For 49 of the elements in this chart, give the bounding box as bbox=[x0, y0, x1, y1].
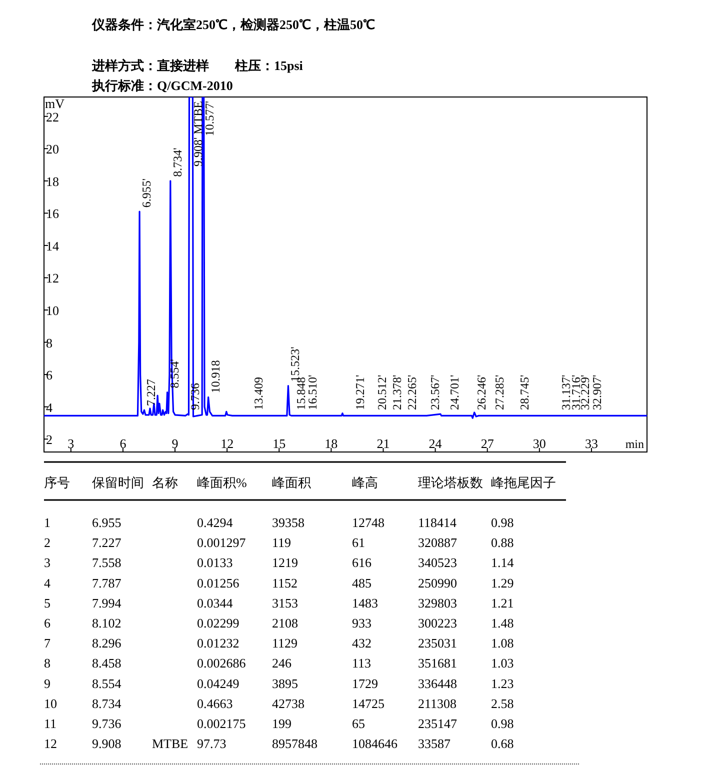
annotation: 32.907' bbox=[590, 374, 604, 410]
annotation: 23.567' bbox=[428, 374, 442, 410]
chart-title: 仪器条件：汽化室250℃，检测器250℃，柱温50℃ bbox=[91, 17, 375, 32]
x-tick-label: 27 bbox=[480, 436, 494, 451]
table: 序号 保留时间 名称 峰面积% 峰面积 峰高 理论塔板数 峰拖尾因子 1 6.955 0.4294 39358 12748 118414 0.98 2 7.227 0.001297 119 61 320887 0.88 3 7.558 0.0133 1219 616 340523 1.14 4 7.787 0.01256 1152 485 250990 1.29 5 7.994 0.0344 3153 1483 329803 1.21 6 8.102 0.02299 2108 933 300223 1.48 7 8.296 0.01232 1129 432 235031 1.08 8 8.458 0.002686 246 113 351681 1.03 9 8.554 0.04249 3895 1729 336448 1.23 10 8.734 0.4663 42738 14725 211308 2.58 11 9.736 0.002175 199 65 235147 0.98 12 9.908 MTBE 97.73 8957848 1084646 33587 0.68 bbox=[40, 461, 580, 764]
x-tick-label: 9 bbox=[172, 436, 178, 451]
y-tick-label: 16 bbox=[46, 206, 60, 222]
x-tick-label: 12 bbox=[220, 436, 234, 451]
x-tick-label: 24 bbox=[428, 436, 442, 451]
y-tick-label: 4 bbox=[46, 400, 53, 415]
x-tick-label: 18 bbox=[324, 436, 338, 451]
annotation: 9.736 bbox=[188, 383, 202, 410]
y-tick-label: 6 bbox=[46, 368, 53, 383]
y-tick-label: 2 bbox=[46, 432, 52, 448]
annotation: 10.918 bbox=[208, 360, 222, 394]
annotation: 7.227 bbox=[144, 379, 158, 406]
x-tick-label: 6 bbox=[120, 436, 127, 451]
annotation: 6.955' bbox=[140, 178, 154, 208]
annotation: 21.378' bbox=[390, 374, 404, 410]
annotation: 8.734' bbox=[170, 148, 184, 177]
annotation: 28.745' bbox=[518, 374, 532, 410]
y-tick-label: 14 bbox=[46, 238, 60, 254]
y-tick-label: 12 bbox=[46, 270, 59, 286]
y-axis-title: mV bbox=[45, 96, 66, 111]
annotation: 20.512' bbox=[374, 374, 389, 410]
chart-subtitle: 进样方式：直接进样 柱压：15psi bbox=[91, 58, 304, 73]
annotation: 24.701' bbox=[447, 374, 462, 410]
x-tick-label: 21 bbox=[376, 436, 390, 451]
y-tick-label: 22 bbox=[46, 109, 59, 124]
x-tick-label: 15 bbox=[272, 436, 286, 451]
annotation: 31.137' bbox=[559, 374, 574, 410]
y-tick-label: 8 bbox=[46, 335, 52, 350]
annotation: 8.554' bbox=[167, 359, 182, 388]
annotation: 16.510' bbox=[305, 374, 320, 410]
y-tick-label: 10 bbox=[46, 303, 59, 318]
x-tick-label: 33 bbox=[584, 436, 598, 451]
x-tick-label: 30 bbox=[532, 436, 546, 451]
x-tick-label: 3 bbox=[68, 436, 74, 451]
y-tick-label: 20 bbox=[46, 142, 59, 157]
annotation: 9.908' MTBE bbox=[190, 101, 205, 166]
annotation: 13.409 bbox=[252, 377, 266, 410]
annotation: 26.246' bbox=[474, 374, 488, 410]
x-axis-title: min bbox=[625, 437, 644, 451]
text: 执行标准：Q/GCM-2010 bbox=[91, 78, 233, 93]
annotation: 27.285' bbox=[492, 374, 506, 410]
annotation: 10.577' bbox=[202, 101, 216, 136]
y-tick-label: 18 bbox=[46, 174, 59, 189]
annotation: 22.265' bbox=[405, 374, 420, 410]
annotation: 19.271' bbox=[353, 374, 368, 410]
